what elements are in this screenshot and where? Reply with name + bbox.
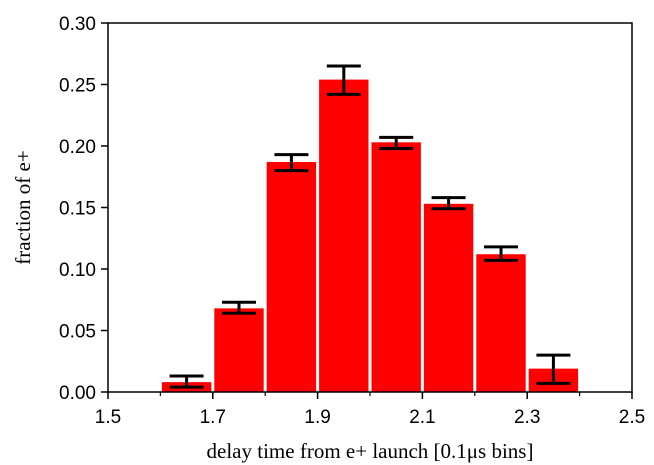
x-tick-label-1: 1.7 [200,407,226,428]
y-axis: 0.00 0.05 0.10 0.15 0.20 0.25 0.30 [59,14,108,404]
errorbar-6 [484,245,518,262]
errorbar-2 [274,153,309,173]
bar-5 [423,203,474,392]
y-tick-label-5: 0.25 [59,76,96,97]
y-tick-label-4: 0.20 [59,137,96,158]
errorbar-5 [431,196,466,211]
x-tick-label-0: 1.5 [95,407,121,428]
y-tick-label-0: 0.00 [59,383,96,404]
errorbar-4 [379,135,414,150]
y-tick-label-3: 0.15 [59,199,96,220]
bar-1 [214,308,264,392]
x-tick-label-4: 2.3 [514,407,540,428]
x-axis: 1.5 1.7 1.9 2.1 2.3 2.5 [95,392,645,428]
errorbar-3 [326,64,361,96]
bar-3 [319,79,369,392]
x-axis-title: delay time from e+ launch [0.1μs bins] [207,439,534,463]
x-tick-label-2: 1.9 [304,407,330,428]
errorbars-group [169,64,571,389]
x-tick-label-5: 2.5 [619,407,645,428]
x-tick-label-3: 2.1 [409,407,435,428]
bar-2 [266,161,317,392]
y-tick-label-2: 0.10 [59,260,96,281]
bar-6 [476,254,526,392]
plot-frame [107,22,633,393]
errorbar-0 [169,374,204,389]
y-axis-title: fraction of e+ [11,150,35,264]
bars-group [161,79,579,392]
errorbar-7 [536,353,571,385]
errorbar-1 [222,300,256,315]
bar-4 [371,142,421,392]
y-tick-label-6: 0.30 [59,14,96,35]
y-tick-label-1: 0.05 [59,322,96,343]
